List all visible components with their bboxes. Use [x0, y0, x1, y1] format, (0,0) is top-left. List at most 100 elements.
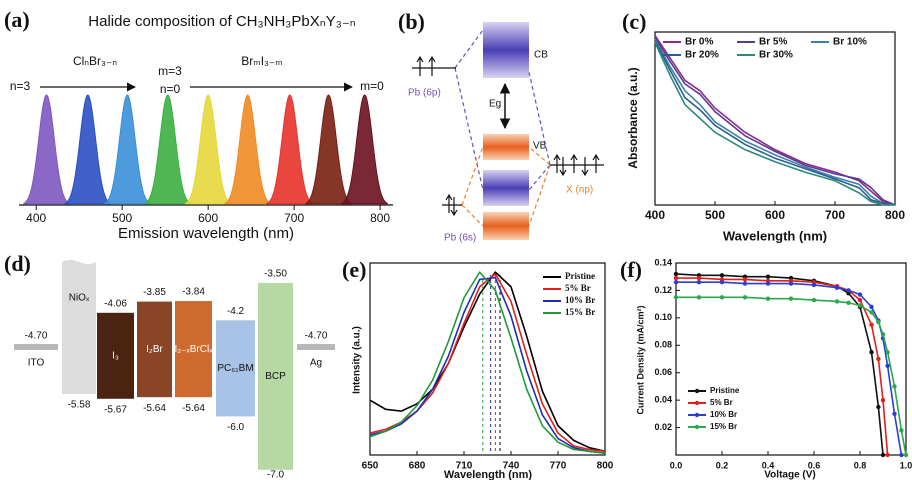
y-tick-label: 0.10 — [654, 312, 672, 322]
series-line — [676, 277, 889, 456]
y-axis-label: Absorbance (a.u.) — [626, 67, 640, 168]
data-point — [880, 452, 886, 458]
data-point — [834, 299, 840, 304]
annotation: m=0 — [360, 79, 384, 93]
data-point — [742, 295, 748, 300]
emission-peak — [23, 94, 70, 205]
x-tick-label: 770 — [550, 461, 567, 472]
data-point — [899, 452, 904, 458]
legend-label: Br 10% — [833, 37, 867, 48]
x-tick-label: 800 — [597, 461, 614, 472]
data-point — [869, 349, 874, 355]
data-point — [892, 411, 897, 417]
emission-peak — [144, 94, 192, 205]
plot-frame — [675, 262, 907, 456]
data-point — [673, 295, 679, 300]
x-axis-label: Wavelength (nm) — [723, 228, 827, 243]
legend-marker — [694, 424, 700, 430]
x-tick-label: 740 — [503, 461, 520, 472]
data-point — [696, 295, 702, 300]
x-tick-label: 500 — [112, 211, 132, 225]
legend-label: 15% Br — [565, 307, 595, 317]
dashed-links — [461, 146, 551, 227]
data-point — [869, 310, 874, 315]
data-point — [742, 277, 748, 282]
band-label: VB — [533, 141, 547, 152]
data-point — [719, 273, 725, 278]
energy-layer — [62, 260, 96, 394]
emission-peak — [266, 94, 314, 205]
legend-label: Pristine — [565, 271, 595, 281]
layer-name: NiOₓ — [69, 293, 90, 304]
energy-label: -3.50 — [264, 269, 287, 280]
data-point — [885, 363, 890, 369]
orbitals — [412, 55, 604, 217]
legend-marker — [694, 412, 700, 418]
emission-peak — [305, 94, 352, 205]
x-tick-label: 680 — [409, 461, 426, 472]
layer-name: BCP — [265, 371, 286, 382]
data-point — [869, 322, 874, 327]
energy-layer — [258, 282, 293, 470]
legend-label: 5% Br — [565, 283, 591, 293]
data-point — [885, 452, 890, 458]
panel-label: (e) — [342, 257, 366, 282]
legend-marker — [694, 400, 700, 406]
x-tick-label: 650 — [362, 461, 379, 472]
annotation: ClₙBr₃₋ₙ — [73, 54, 117, 68]
y-tick-label: 0.14 — [654, 257, 672, 267]
energy-label: -7.0 — [267, 470, 285, 480]
cb-band — [483, 22, 529, 78]
series-line — [654, 38, 896, 206]
data-point — [892, 384, 897, 389]
data-point — [834, 285, 840, 290]
x-tick-label: 500 — [705, 208, 725, 222]
energy-layer — [175, 301, 212, 398]
energy-label: -4.70 — [25, 331, 48, 342]
emission-peak — [184, 94, 232, 205]
emission-peak — [103, 94, 151, 205]
emission-peak — [341, 94, 389, 205]
data-point — [719, 295, 725, 300]
x-axis-label: Emission wavelength (nm) — [118, 225, 294, 242]
legend-marker — [694, 388, 700, 394]
series-line — [676, 296, 907, 456]
panel-label: (a) — [4, 7, 30, 32]
x-tick-label: 0.6 — [808, 460, 821, 470]
layer-name: PC₆₁BM — [217, 363, 253, 374]
layer-name: Ag — [310, 358, 322, 369]
series-line — [654, 42, 895, 206]
annotation: n=3 — [10, 79, 31, 93]
data-point — [696, 280, 702, 285]
data-point — [673, 275, 679, 281]
data-point — [811, 282, 817, 288]
series-line — [654, 35, 896, 206]
x-tick-label: 800 — [370, 211, 390, 225]
x-tick-label: 0.2 — [716, 460, 729, 470]
series-line — [654, 40, 896, 206]
legend-label: 5% Br — [710, 398, 733, 407]
dashed-links — [454, 29, 551, 191]
annotation: BrₘI₃₋ₘ — [241, 54, 283, 68]
legend-label: Pristine — [710, 386, 740, 395]
legend-label: 15% Br — [710, 422, 737, 431]
energy-label: -3.84 — [182, 287, 205, 298]
series-line — [369, 271, 606, 454]
legend-label: Br 0% — [685, 37, 713, 48]
gap-label: Eg — [489, 99, 501, 110]
data-point — [869, 304, 874, 310]
energy-label: -5.64 — [143, 403, 166, 414]
layer-name: ITO — [28, 358, 45, 369]
series-line — [676, 281, 903, 456]
energy-label: -5.64 — [182, 403, 205, 414]
x-tick-label: 800 — [885, 208, 905, 222]
data-point — [846, 300, 851, 305]
energy-label: -5.67 — [104, 404, 127, 415]
data-point — [885, 349, 890, 355]
panel-label: (c) — [622, 9, 646, 34]
emission-peak — [224, 94, 272, 205]
purple-band — [483, 170, 529, 206]
energy-label: -4.06 — [104, 298, 127, 309]
